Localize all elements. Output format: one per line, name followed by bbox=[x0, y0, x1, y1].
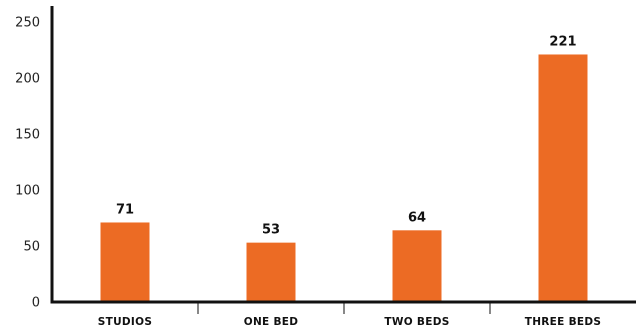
value-labels: 71 53 64 221 bbox=[116, 34, 577, 237]
data-label: 71 bbox=[116, 202, 134, 217]
category-labels: STUDIOS ONE BED TWO BEDS THREE BEDS bbox=[98, 316, 601, 328]
y-tick-label: 50 bbox=[23, 240, 40, 255]
y-tick-label: 200 bbox=[15, 72, 40, 87]
x-tick-label: THREE BEDS bbox=[525, 316, 602, 328]
y-tick-label: 0 bbox=[32, 296, 40, 311]
bars bbox=[100, 54, 588, 303]
bar-studios bbox=[100, 222, 150, 302]
data-label: 53 bbox=[262, 223, 280, 238]
bar-three-beds bbox=[538, 54, 588, 303]
y-tick-label: 250 bbox=[15, 16, 40, 31]
data-label: 64 bbox=[408, 210, 426, 225]
y-axis-ticks: 0 50 100 150 200 250 bbox=[15, 16, 40, 311]
y-tick-label: 100 bbox=[15, 184, 40, 199]
x-tick-label: ONE BED bbox=[244, 316, 299, 328]
x-tick-label: TWO BEDS bbox=[384, 316, 449, 328]
x-axis-ticks bbox=[197, 302, 491, 314]
bar-one-bed bbox=[246, 242, 296, 302]
y-tick-label: 150 bbox=[15, 128, 40, 143]
x-tick-label: STUDIOS bbox=[98, 316, 152, 328]
data-label: 221 bbox=[549, 34, 576, 49]
bar-two-beds bbox=[392, 230, 442, 302]
